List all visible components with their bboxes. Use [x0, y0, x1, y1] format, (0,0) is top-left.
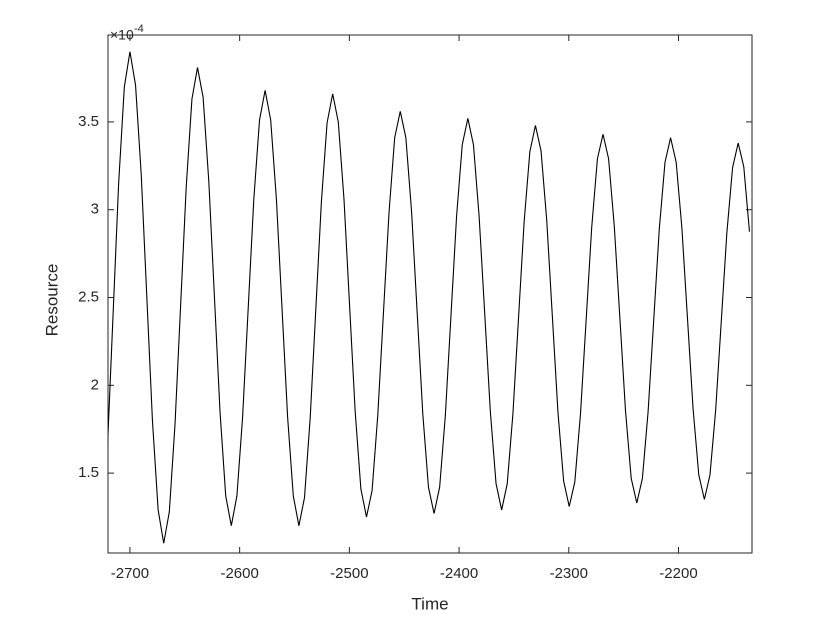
data-line [108, 51, 751, 544]
y-tick-label: 3 [91, 201, 99, 218]
y-multiplier: ×10 [110, 27, 134, 43]
y-exponent: -4 [134, 23, 144, 35]
y-tick-label: 1.5 [78, 464, 99, 481]
plot-box [107, 34, 753, 554]
y-tick-label: 2.5 [78, 288, 99, 305]
x-axis-label: Time [411, 594, 448, 613]
y-axis-label: Resource [42, 264, 61, 337]
x-tick-label: -2600 [220, 565, 258, 582]
y-tick-label: 2 [91, 376, 99, 393]
x-tick-label: -2500 [330, 565, 368, 582]
x-tick-label: -2200 [659, 565, 697, 582]
y-tick-label: 3.5 [78, 113, 99, 130]
x-tick-label: -2300 [550, 565, 588, 582]
x-tick-label: -2400 [440, 565, 478, 582]
x-tick-label: -2700 [111, 565, 149, 582]
